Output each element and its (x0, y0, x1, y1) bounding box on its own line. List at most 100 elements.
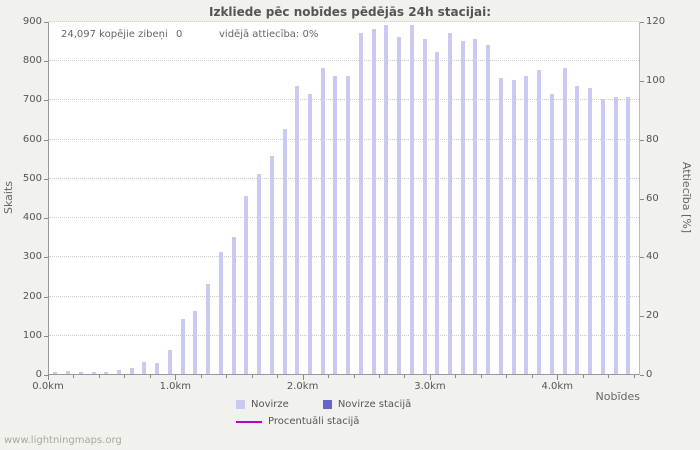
bar-novirze (448, 32, 453, 374)
bar-novirze (498, 77, 503, 374)
bar-novirze (358, 32, 363, 374)
y-axis-left-tick-label: 200 (22, 290, 42, 302)
x-axis-minor-tick (353, 375, 355, 378)
y-axis-left-tick (44, 139, 48, 141)
x-axis-minor-tick (251, 375, 253, 378)
bar-novirze (155, 363, 160, 374)
x-axis-tick-label: 2.0km (286, 381, 319, 392)
y-axis-left-tick (44, 257, 48, 259)
legend: Novirze Novirze stacijā Procentuāli stac… (236, 399, 411, 433)
y-axis-left-tick-label: 300 (22, 251, 42, 263)
x-axis-minor-tick (73, 375, 75, 378)
y-axis-left-tick (44, 22, 48, 23)
bar-novirze (333, 75, 338, 374)
bar-novirze (422, 38, 427, 374)
x-axis-minor-tick (531, 375, 533, 378)
y-axis-right-tick (640, 316, 644, 318)
y-axis-left-tick-label: 900 (22, 16, 42, 27)
y-axis-right-tick-label: 20 (646, 310, 659, 322)
x-axis-label: Nobīdes (595, 390, 640, 403)
bar-novirze (320, 68, 325, 374)
y-axis-right-tick-label: 60 (646, 192, 659, 204)
bar-novirze (180, 319, 185, 374)
bar-novirze (295, 85, 300, 374)
y-axis-left-tick-label: 500 (22, 172, 42, 184)
x-axis-minor-tick (379, 375, 380, 378)
x-axis-major-tick (48, 375, 49, 380)
legend-item-procentuali: Procentuāli stacijā (236, 416, 359, 427)
bar-novirze (575, 85, 580, 374)
bar-novirze (129, 368, 134, 374)
x-axis-minor-tick (480, 375, 482, 378)
legend-swatch-novirze-stacija (322, 400, 332, 409)
x-axis-minor-tick (455, 375, 457, 378)
x-axis-minor-tick (328, 375, 330, 378)
x-axis-minor-tick (608, 375, 610, 378)
y-axis-left-tick-label: 800 (22, 55, 42, 67)
watermark-link[interactable]: www.lightningmaps.org (4, 435, 122, 446)
legend-row-1: Novirze Novirze stacijā (236, 399, 411, 410)
y-axis-left-tick (44, 100, 48, 102)
x-axis-major-tick (429, 375, 431, 380)
bar-novirze (562, 68, 567, 374)
y-axis-label-right: Attiecība [%] (680, 161, 693, 234)
x-axis-major-tick (557, 375, 559, 380)
gridline (49, 177, 639, 179)
y-axis-left-tick (44, 218, 48, 220)
legend-label-novirze-stacija: Novirze stacijā (337, 399, 412, 410)
bar-novirze (91, 372, 96, 374)
y-axis-right-tick-label: 0 (646, 369, 653, 380)
gridline (49, 99, 639, 101)
x-axis-major-tick (302, 375, 304, 380)
x-axis-minor-tick (200, 375, 202, 378)
bar-novirze (206, 283, 211, 374)
bar-novirze (66, 370, 71, 374)
bar-novirze (282, 128, 287, 374)
bar-novirze (193, 311, 198, 374)
legend-label-novirze: Novirze (251, 399, 289, 410)
y-axis-left-tick (44, 375, 48, 376)
plot-area: 24,097 kopējie zibeņi 0 vidējā attiecība… (48, 21, 640, 375)
x-axis-minor-tick (582, 375, 584, 378)
bar-novirze (371, 28, 376, 374)
legend-swatch-novirze (236, 400, 245, 409)
bar-novirze (244, 195, 249, 374)
x-axis-minor-tick (633, 375, 635, 378)
bar-novirze (460, 40, 465, 374)
x-axis-tick-label: 4.0km (541, 381, 573, 392)
bar-novirze (167, 350, 172, 374)
annotation-station-count: 0 (176, 29, 183, 40)
x-axis-tick-label: 0.0km (32, 381, 64, 392)
y-axis-left-tick-label: 600 (22, 133, 42, 145)
bar-novirze (218, 252, 223, 374)
y-axis-label-left: Skaits (2, 181, 15, 214)
y-axis-right-tick (640, 257, 644, 259)
bar-novirze (257, 173, 262, 374)
x-axis-minor-tick (404, 375, 406, 378)
bar-novirze (537, 70, 542, 374)
x-axis-tick-label: 3.0km (414, 381, 446, 392)
bar-novirze (384, 24, 389, 374)
x-axis-minor-tick (226, 375, 228, 378)
x-axis-minor-tick (506, 375, 508, 378)
bar-novirze (613, 97, 618, 374)
bar-novirze (409, 24, 414, 374)
gridline (49, 334, 639, 336)
bar-novirze (435, 52, 440, 374)
legend-row-2: Procentuāli stacijā (236, 416, 411, 427)
y-axis-right-tick-label: 40 (646, 251, 659, 263)
bar-novirze (104, 372, 109, 374)
x-axis-major-tick (175, 375, 177, 380)
y-axis-left-tick-label: 400 (22, 212, 42, 224)
y-axis-left-tick (44, 335, 48, 337)
y-axis-right-tick-label: 120 (646, 16, 666, 27)
y-axis-right-tick (640, 198, 644, 200)
bar-novirze (397, 36, 402, 374)
bar-novirze (626, 97, 631, 374)
x-axis-minor-tick (124, 375, 126, 378)
bar-novirze (117, 370, 122, 374)
gridline (49, 217, 639, 219)
bar-novirze (549, 93, 554, 374)
bar-novirze (524, 75, 529, 374)
gridline (49, 138, 639, 140)
